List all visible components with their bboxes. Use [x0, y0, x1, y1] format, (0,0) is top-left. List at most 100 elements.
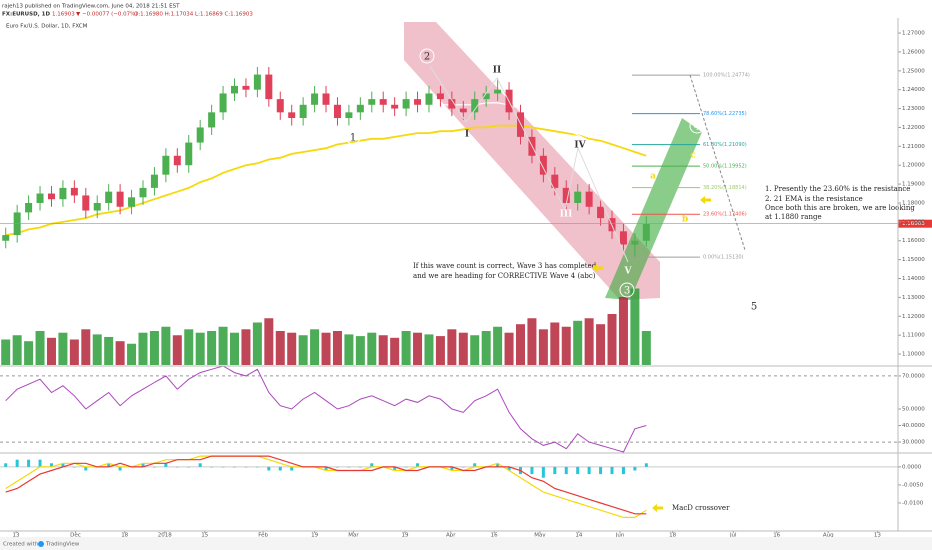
x-tick-label: Jun	[615, 533, 625, 539]
x-tick-label: Feb	[258, 533, 268, 539]
candle-body	[574, 191, 582, 203]
candle-body	[25, 202, 33, 213]
volume-bar	[561, 326, 571, 365]
y-tick-label: 0.0000	[902, 464, 922, 470]
volume-bar	[184, 329, 194, 365]
candle-body	[345, 112, 353, 119]
candle-body	[551, 174, 559, 188]
volume-bar	[264, 318, 274, 365]
note-text: and we are heading for CORRECTIVE Wave 4…	[413, 272, 596, 280]
volume-bar	[641, 331, 651, 365]
wave-circle	[345, 129, 361, 145]
histogram-bar	[141, 463, 145, 467]
candle-body	[231, 85, 239, 94]
y-tick-label: 70.0000	[902, 373, 925, 379]
histogram-bar	[152, 466, 156, 468]
header-change: ▼ −0.00077 (−0.07%)	[76, 12, 137, 18]
volume-bar	[115, 341, 125, 365]
candle-body	[402, 99, 410, 109]
candle-body	[539, 155, 547, 175]
x-tick-label: 15	[201, 533, 208, 539]
volume-bar	[298, 335, 308, 365]
candle-body	[379, 99, 387, 105]
candle-body	[196, 127, 204, 143]
volume-bar	[46, 337, 56, 365]
arrow-icon	[700, 196, 711, 204]
histogram-bar	[347, 466, 351, 468]
y-tick-label: 1.26000	[902, 49, 925, 55]
volume-bar	[401, 331, 411, 365]
wave-label: 4	[694, 122, 700, 133]
candle-body	[116, 191, 124, 207]
x-tick-label: 16	[773, 533, 780, 539]
volume-bar	[275, 331, 285, 365]
volume-bar	[618, 297, 628, 365]
volume-bar	[161, 326, 171, 365]
histogram-bar	[404, 466, 408, 468]
histogram-bar	[72, 466, 76, 468]
volume-bar	[218, 326, 228, 365]
volume-bar	[355, 336, 365, 365]
candle-body	[185, 142, 193, 166]
y-tick-label: 1.25000	[902, 68, 925, 74]
histogram-bar	[255, 466, 259, 468]
volume-bar	[630, 288, 640, 365]
x-tick-label: Apr	[446, 533, 456, 539]
candle-body	[139, 187, 147, 198]
green-channel	[605, 118, 702, 300]
candle-body	[459, 108, 467, 113]
histogram-bar	[164, 463, 168, 467]
volume-bar	[58, 332, 68, 365]
histogram-bar	[118, 466, 122, 471]
y-tick-label: 1.17000	[902, 219, 925, 225]
x-tick-label: May	[534, 533, 546, 539]
fib-label: 50.00%(1.19952)	[703, 164, 747, 170]
candle-body	[448, 99, 456, 109]
volume-bar	[207, 331, 217, 365]
fib-label: 38.20%(1.18814)	[703, 185, 747, 191]
volume-bar	[12, 335, 22, 365]
volume-bar	[195, 332, 205, 365]
volume-bar	[470, 335, 480, 365]
header-ohlc: O:1.16980 H:1.17034 L:1.16869 C:1.16903	[134, 12, 253, 18]
abc-label: c	[690, 151, 696, 161]
macd-line	[5, 455, 647, 518]
header-symbol: FX:EURUSD, 1D	[2, 12, 50, 18]
volume-bar	[447, 329, 457, 365]
candle-body	[219, 93, 227, 113]
x-tick-label: 14	[575, 533, 582, 539]
candle-body	[414, 99, 422, 105]
candle-body	[631, 240, 639, 245]
candle-body	[471, 99, 479, 113]
volume-bar	[287, 332, 297, 365]
histogram-bar	[49, 463, 53, 467]
x-tick-label: Jul	[729, 533, 737, 539]
y-tick-label: 1.19000	[902, 182, 925, 188]
candle-body	[494, 89, 502, 94]
subwave-label: I	[465, 130, 469, 140]
candle-body	[482, 93, 490, 100]
volume-bar	[527, 318, 537, 365]
ema-line	[5, 124, 647, 236]
arrow-icon	[592, 264, 603, 272]
subwave-label: II	[493, 66, 501, 76]
histogram-bar	[530, 466, 534, 475]
histogram-bar	[450, 466, 454, 471]
wave-circle	[746, 298, 762, 314]
wave-circle	[689, 118, 705, 134]
y-tick-label: 1.14000	[902, 276, 925, 282]
y-tick-label: 1.24000	[902, 87, 925, 93]
note-text: If this wave count is correct, Wave 3 ha…	[413, 262, 597, 270]
histogram-bar	[324, 466, 328, 471]
histogram-bar	[187, 466, 191, 468]
histogram-bar	[553, 466, 557, 475]
candle-body	[93, 202, 101, 211]
candle-body	[173, 155, 181, 166]
y-tick-label: -0.0100	[902, 500, 924, 506]
abc-label: a	[650, 172, 656, 182]
y-tick-label: 1.16000	[902, 238, 925, 244]
histogram-bar	[644, 463, 648, 467]
y-tick-label: 1.21000	[902, 144, 925, 150]
volume-bar	[35, 331, 45, 365]
histogram-bar	[393, 466, 397, 471]
